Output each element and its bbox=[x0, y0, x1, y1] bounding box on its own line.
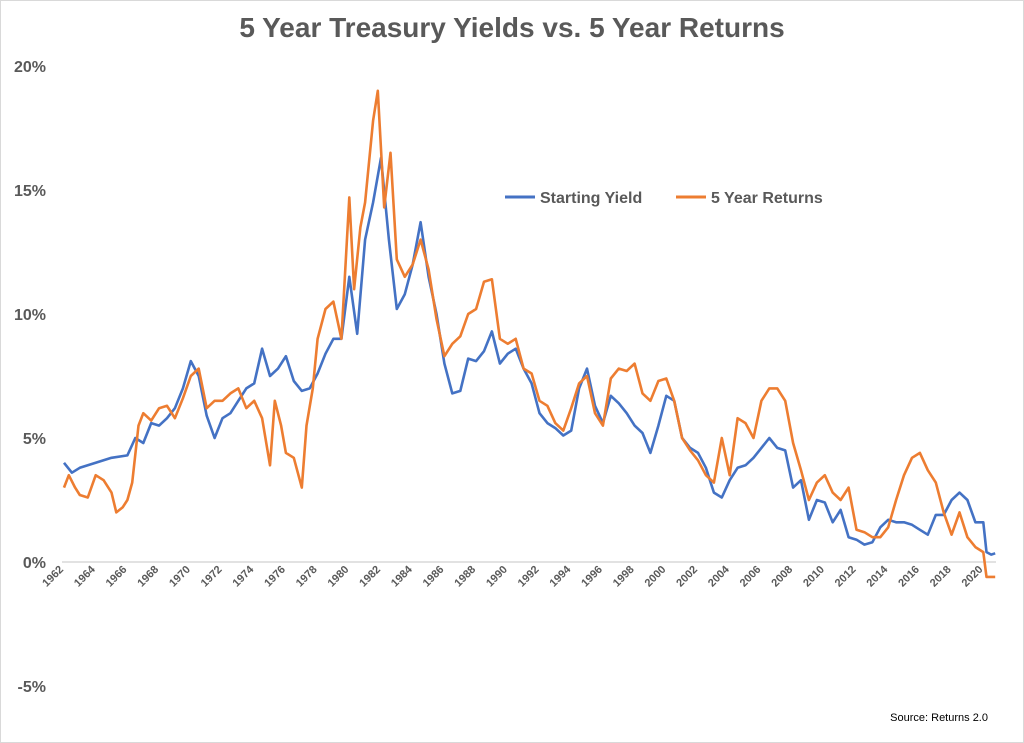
y-tick-label: 0% bbox=[23, 555, 46, 572]
x-tick-label: 1982 bbox=[357, 564, 383, 590]
y-tick-label: 5% bbox=[23, 431, 46, 448]
legend-item-starting-yield: Starting Yield bbox=[505, 190, 642, 207]
y-tick-label: 20% bbox=[14, 59, 46, 76]
x-tick-label: 1988 bbox=[452, 564, 478, 590]
legend: Starting Yield 5 Year Returns bbox=[505, 190, 823, 207]
x-tick-label: 2010 bbox=[801, 564, 827, 590]
x-tick-label: 1978 bbox=[294, 564, 320, 590]
legend-label-starting-yield: Starting Yield bbox=[540, 190, 642, 207]
x-tick-label: 1990 bbox=[484, 564, 510, 590]
legend-label-5-year-returns: 5 Year Returns bbox=[711, 190, 823, 207]
source-note: Source: Returns 2.0 bbox=[890, 712, 988, 724]
x-tick-label: 2000 bbox=[643, 564, 669, 590]
x-tick-label: 1976 bbox=[262, 564, 288, 590]
x-tick-label: 1994 bbox=[548, 563, 574, 589]
x-tick-label: 1966 bbox=[104, 564, 130, 590]
x-tick-label: 1996 bbox=[579, 564, 605, 590]
x-tick-label: 1974 bbox=[231, 563, 257, 589]
x-tick-label: 2018 bbox=[928, 564, 954, 590]
x-tick-label: 1972 bbox=[199, 564, 225, 590]
x-tick-label: 1992 bbox=[516, 564, 542, 590]
x-tick-label: 2012 bbox=[833, 564, 859, 590]
x-tick-label: 1970 bbox=[167, 564, 193, 590]
y-tick-label: 10% bbox=[14, 307, 46, 324]
series-lines bbox=[62, 89, 996, 579]
y-tick-label: -5% bbox=[18, 679, 46, 696]
x-tick-label: 1998 bbox=[611, 564, 637, 590]
chart-title: 5 Year Treasury Yields vs. 5 Year Return… bbox=[239, 12, 785, 43]
x-tick-label: 1964 bbox=[72, 563, 98, 589]
x-tick-label: 2020 bbox=[960, 564, 986, 590]
y-axis: -5% 0% 5% 10% 15% 20% bbox=[14, 59, 46, 696]
x-axis: 1962 1964 1966 1968 1970 1972 1974 1976 1978 1980… bbox=[40, 563, 985, 589]
x-tick-label: 2004 bbox=[706, 563, 732, 589]
series-line-5-year-returns bbox=[62, 89, 996, 579]
x-tick-label: 1968 bbox=[135, 564, 161, 590]
y-tick-label: 15% bbox=[14, 183, 46, 200]
x-tick-label: 1980 bbox=[326, 564, 352, 590]
x-tick-label: 2014 bbox=[865, 563, 891, 589]
x-tick-label: 2006 bbox=[738, 564, 764, 590]
x-tick-label: 1986 bbox=[421, 564, 447, 590]
x-tick-label: 2008 bbox=[769, 564, 795, 590]
series-line-starting-yield bbox=[62, 156, 996, 556]
x-tick-label: 2002 bbox=[674, 564, 700, 590]
x-tick-label: 1984 bbox=[389, 563, 415, 589]
x-tick-label: 2016 bbox=[896, 564, 922, 590]
legend-item-5-year-returns: 5 Year Returns bbox=[676, 190, 823, 207]
